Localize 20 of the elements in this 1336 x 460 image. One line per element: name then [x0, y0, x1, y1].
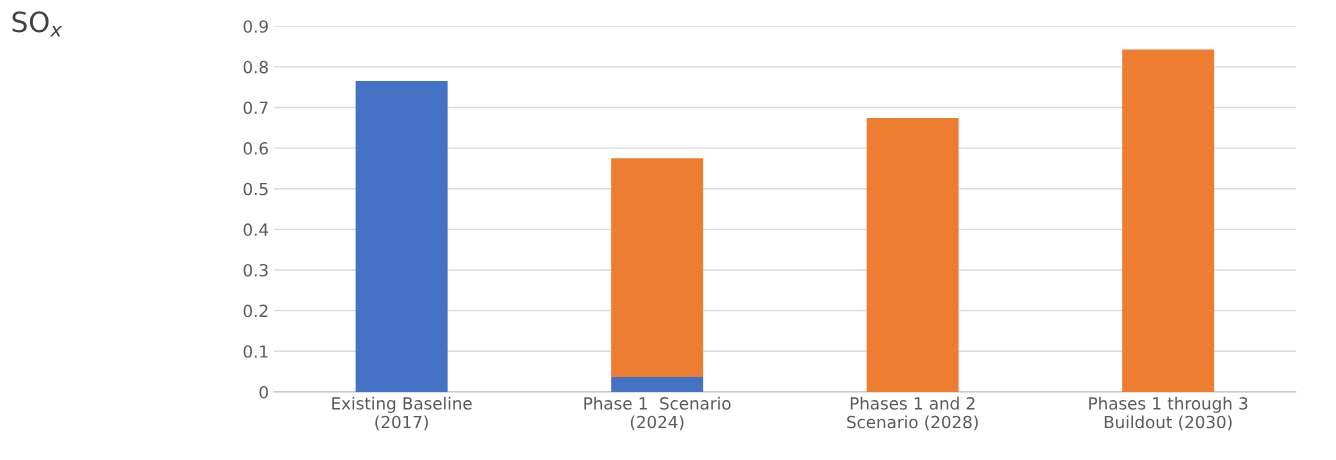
- y-tick-label: 0.7: [243, 101, 268, 115]
- y-tick-label: 0.5: [243, 182, 268, 196]
- bar: [1122, 49, 1215, 392]
- x-tick-label: Phases 1 and 2 Scenario (2028): [847, 396, 978, 431]
- bar: [611, 376, 704, 392]
- bar: [355, 81, 448, 392]
- y-tick-label: 0: [259, 385, 268, 399]
- y-tick-label: 0.8: [243, 60, 268, 74]
- x-tick-label: Phases 1 through 3 Buildout (2030): [1089, 396, 1248, 431]
- bar: [866, 118, 959, 392]
- y-tick-label: 0.3: [243, 263, 268, 277]
- text: SO$_{x}$: [12, 11, 63, 37]
- y-tick-label: 0.2: [243, 304, 268, 318]
- x-tick-label: Phase 1 Scenario (2024): [584, 396, 731, 431]
- y-tick-label: 0.6: [243, 142, 268, 155]
- y-tick-label: 0.1: [243, 345, 268, 358]
- y-tick-label: 0.9: [243, 20, 268, 33]
- y-tick-label: 0.4: [243, 223, 269, 236]
- x-tick-label: Existing Baseline (2017): [332, 396, 472, 431]
- bar: [611, 158, 704, 377]
